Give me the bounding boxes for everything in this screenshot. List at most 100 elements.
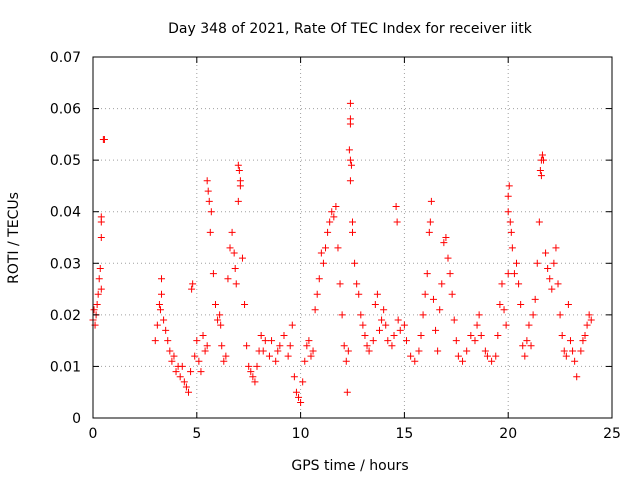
data-point bbox=[425, 228, 433, 236]
data-point bbox=[344, 347, 352, 355]
data-point bbox=[440, 239, 448, 247]
data-point bbox=[558, 331, 566, 339]
data-point bbox=[180, 378, 188, 386]
data-point bbox=[93, 301, 101, 309]
data-point bbox=[371, 301, 379, 309]
data-point bbox=[189, 280, 197, 288]
data-point bbox=[334, 244, 342, 252]
data-point bbox=[231, 264, 239, 272]
data-point bbox=[326, 218, 334, 226]
data-point bbox=[96, 264, 104, 272]
data-point bbox=[272, 357, 280, 365]
x-tick-label: 20 bbox=[499, 426, 517, 442]
data-point bbox=[315, 275, 323, 283]
data-point bbox=[488, 357, 496, 365]
data-point bbox=[182, 383, 190, 391]
data-point bbox=[400, 321, 408, 329]
data-point bbox=[151, 337, 159, 345]
data-point bbox=[351, 259, 359, 267]
data-point bbox=[585, 311, 593, 319]
data-point bbox=[236, 182, 244, 190]
data-point bbox=[228, 228, 236, 236]
data-point bbox=[454, 352, 462, 360]
data-point bbox=[504, 208, 512, 216]
data-point bbox=[346, 120, 354, 128]
data-point bbox=[220, 357, 228, 365]
data-point bbox=[301, 357, 309, 365]
data-point bbox=[166, 347, 174, 355]
data-point bbox=[467, 331, 475, 339]
data-point bbox=[423, 270, 431, 278]
data-point bbox=[450, 316, 458, 324]
data-point bbox=[432, 326, 440, 334]
data-point bbox=[187, 368, 195, 376]
data-point bbox=[155, 301, 163, 309]
data-point bbox=[513, 259, 521, 267]
data-point bbox=[209, 270, 217, 278]
data-point bbox=[481, 347, 489, 355]
data-point bbox=[153, 321, 161, 329]
data-point bbox=[307, 352, 315, 360]
data-point bbox=[492, 352, 500, 360]
data-point bbox=[477, 331, 485, 339]
data-point bbox=[164, 337, 172, 345]
data-point bbox=[330, 213, 338, 221]
data-point bbox=[421, 290, 429, 298]
data-point bbox=[203, 342, 211, 350]
data-point bbox=[340, 342, 348, 350]
data-point bbox=[156, 306, 164, 314]
x-tick-label: 0 bbox=[89, 426, 98, 442]
data-point bbox=[536, 166, 544, 174]
data-point bbox=[544, 264, 552, 272]
data-point bbox=[359, 321, 367, 329]
data-point bbox=[459, 357, 467, 365]
data-point bbox=[533, 259, 541, 267]
data-point bbox=[504, 192, 512, 200]
data-point bbox=[508, 244, 516, 252]
data-point bbox=[378, 316, 386, 324]
data-point bbox=[436, 306, 444, 314]
data-point bbox=[517, 301, 525, 309]
data-point bbox=[241, 301, 249, 309]
data-point bbox=[419, 311, 427, 319]
y-tick-label: 0.02 bbox=[50, 308, 81, 324]
data-point bbox=[94, 290, 102, 298]
data-point bbox=[502, 321, 510, 329]
data-point bbox=[426, 218, 434, 226]
data-point bbox=[548, 285, 556, 293]
data-point bbox=[527, 342, 535, 350]
data-point bbox=[230, 249, 238, 257]
data-point bbox=[587, 316, 595, 324]
data-point bbox=[392, 203, 400, 211]
data-point bbox=[247, 368, 255, 376]
data-point bbox=[172, 368, 180, 376]
data-point bbox=[442, 234, 450, 241]
y-tick-label: 0.07 bbox=[50, 50, 81, 66]
data-point bbox=[235, 166, 243, 174]
data-point bbox=[211, 301, 219, 309]
data-point bbox=[245, 362, 253, 370]
data-point bbox=[176, 373, 184, 381]
data-point bbox=[217, 321, 225, 329]
data-point bbox=[407, 352, 415, 360]
y-axis-label: ROTI / TECUs bbox=[6, 192, 22, 284]
data-point bbox=[353, 280, 361, 288]
data-point bbox=[218, 342, 226, 350]
data-point bbox=[232, 280, 240, 288]
chart-title: Day 348 of 2021, Rate Of TEC Index for r… bbox=[168, 21, 533, 37]
data-point bbox=[313, 290, 321, 298]
data-point bbox=[550, 259, 558, 267]
data-point bbox=[505, 182, 513, 190]
data-point bbox=[191, 352, 199, 360]
data-point bbox=[434, 347, 442, 355]
data-point bbox=[361, 331, 369, 339]
data-point bbox=[577, 347, 585, 355]
data-point bbox=[448, 290, 456, 298]
data-point bbox=[253, 362, 261, 370]
data-point bbox=[556, 311, 564, 319]
y-tick-label: 0.06 bbox=[50, 102, 81, 118]
data-point bbox=[417, 331, 425, 339]
data-point bbox=[429, 295, 437, 303]
data-point bbox=[355, 290, 363, 298]
